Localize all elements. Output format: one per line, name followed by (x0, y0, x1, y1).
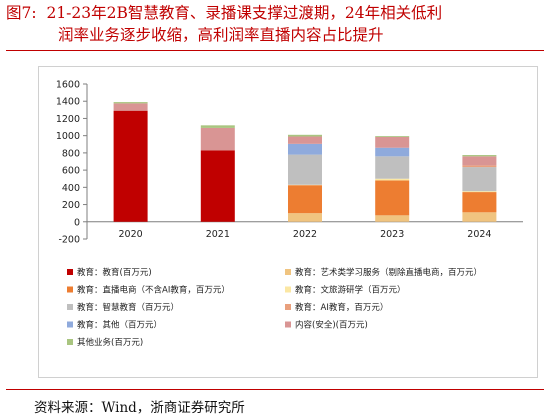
bar-segment (462, 165, 497, 168)
bar-segment (462, 192, 497, 213)
bar-segment (462, 155, 497, 157)
y-tick-label: 1000 (56, 131, 80, 142)
bar-segment (375, 136, 410, 148)
bar-segment (288, 154, 322, 185)
bar-segment (113, 110, 148, 222)
title-rule (6, 50, 544, 51)
legend-swatch (285, 304, 291, 310)
bar-segment (375, 136, 410, 137)
stacked-bar-chart: -200 0 200 400 600 800 1000 1200 1400 1600 2020 202… (56, 80, 523, 348)
y-tick-label: 600 (62, 166, 80, 177)
x-tick-label: 2023 (380, 229, 404, 240)
legend-swatch (67, 269, 73, 275)
y-tick-label: 800 (62, 148, 80, 159)
figure-title: 图7: 21-23年2B智慧教育、录播课支撑过渡期，24年相关低利 润率业务逐步… (6, 2, 546, 46)
bar-segment (375, 156, 410, 179)
legend-swatch (285, 286, 291, 293)
figure-number: 图7: (6, 4, 37, 22)
legend-label: 教育：文旅游研学（百万元） (295, 285, 406, 296)
chart-frame: -200 0 200 400 600 800 1000 1200 1400 1600 2020 202… (38, 66, 538, 378)
bar-segment (375, 215, 410, 222)
bar-segment (288, 185, 322, 214)
title-text-1: 21-23年2B智慧教育、录播课支撑过渡期，24年相关低利 (46, 4, 443, 22)
y-tick-label: 1400 (56, 97, 80, 108)
legend-swatch (67, 304, 73, 310)
bar-segment (462, 167, 497, 192)
legend-label: 教育：教育(百万元) (77, 267, 152, 278)
y-tick-label: 200 (62, 200, 80, 211)
legend-label: 内容(安全)(百万元) (295, 320, 368, 331)
y-tick-label: 1600 (56, 80, 80, 91)
x-tick-label: 2020 (119, 229, 143, 240)
y-tick-label: 0 (74, 217, 80, 228)
bar-segment (200, 125, 235, 128)
x-tick-label: 2024 (467, 229, 491, 240)
bar-segment (375, 180, 410, 216)
legend-label: 教育：其他（百万元） (77, 320, 162, 331)
bar-segment (113, 102, 148, 104)
legend-label: 教育：直播电商（不含AI教育，百万元） (77, 285, 230, 296)
x-tick-label: 2022 (293, 229, 317, 240)
bar-segment (375, 178, 410, 181)
title-line-1: 图7: 21-23年2B智慧教育、录播课支撑过渡期，24年相关低利 (6, 2, 546, 24)
bar-segment (288, 143, 322, 155)
y-tick-label: 1200 (56, 114, 80, 125)
bar-segment (462, 191, 497, 193)
legend-swatch (67, 339, 73, 345)
bar-segment (288, 136, 322, 144)
bar-segment (375, 147, 410, 157)
bar-segment (462, 212, 497, 222)
legend-swatch (67, 321, 73, 328)
legend-label: 教育：艺术类学习服务（剔除直播电商，百万元） (295, 267, 482, 278)
x-tick-label: 2021 (206, 229, 230, 240)
bar-segment (462, 156, 497, 166)
title-text-2: 润率业务逐步收缩，高利润率直播内容占比提升 (58, 26, 384, 44)
y-tick-label: 400 (62, 183, 80, 194)
bar-segment (288, 134, 322, 137)
bar-segment (200, 127, 235, 151)
bar-segment (288, 213, 322, 222)
footer-rule (6, 389, 544, 390)
source-note: 资料来源：Wind，浙商证券研究所 (34, 400, 245, 416)
legend-swatch (285, 321, 291, 328)
legend-label: 教育：智慧教育（百万元） (77, 302, 179, 313)
bar-segment (113, 103, 148, 111)
y-tick-label: -200 (58, 235, 80, 246)
bar-segment (200, 150, 235, 222)
legend-swatch (67, 286, 73, 293)
legend-label: 教育：AI教育，百万元） (295, 302, 388, 313)
legend-label: 其他业务(百万元) (77, 337, 143, 348)
legend-swatch (285, 269, 291, 275)
